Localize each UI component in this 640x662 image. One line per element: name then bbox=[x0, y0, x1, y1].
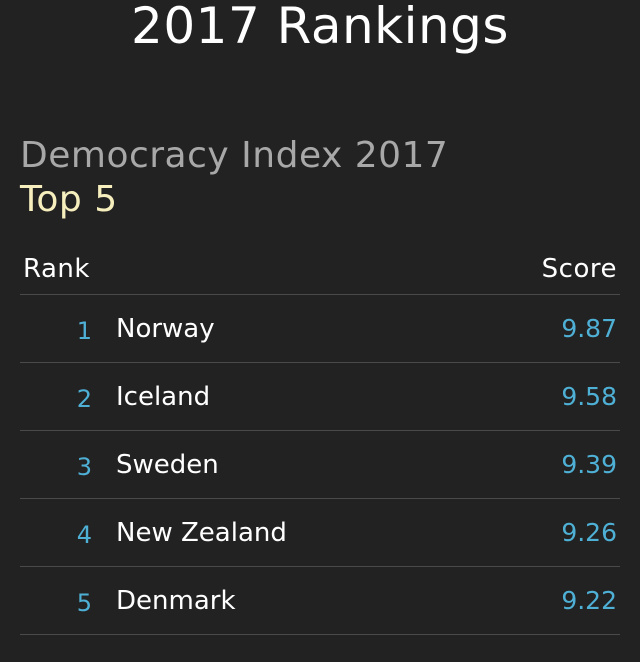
score-cell: 9.58 bbox=[561, 382, 617, 411]
score-cell: 9.87 bbox=[561, 314, 617, 343]
rankings-table: Rank Score 1 Norway 9.87 2 Iceland 9.58 … bbox=[20, 244, 620, 635]
rank-cell: 4 bbox=[76, 520, 92, 549]
table-row: 4 New Zealand 9.26 bbox=[20, 499, 620, 567]
rank-column-header: Rank bbox=[23, 254, 90, 284]
rank-cell: 3 bbox=[76, 452, 92, 481]
score-column-header: Score bbox=[541, 254, 617, 284]
index-heading: Democracy Index 2017 Top 5 bbox=[20, 136, 620, 220]
rank-cell: 2 bbox=[76, 384, 92, 413]
rank-cell: 1 bbox=[76, 316, 92, 345]
country-cell: New Zealand bbox=[116, 517, 287, 548]
table-row: 5 Denmark 9.22 bbox=[20, 567, 620, 635]
index-subtitle: Top 5 bbox=[20, 179, 118, 220]
score-cell: 9.22 bbox=[561, 586, 617, 615]
table-header: Rank Score bbox=[20, 244, 620, 295]
table-row: 1 Norway 9.87 bbox=[20, 295, 620, 363]
country-cell: Norway bbox=[116, 313, 215, 344]
rank-cell: 5 bbox=[76, 588, 92, 617]
country-cell: Denmark bbox=[116, 585, 236, 616]
score-cell: 9.26 bbox=[561, 518, 617, 547]
table-row: 3 Sweden 9.39 bbox=[20, 431, 620, 499]
index-title: Democracy Index 2017 bbox=[20, 135, 449, 176]
country-cell: Iceland bbox=[116, 381, 211, 412]
page-title: 2017 Rankings bbox=[131, 0, 509, 55]
table-row: 2 Iceland 9.58 bbox=[20, 363, 620, 431]
score-cell: 9.39 bbox=[561, 450, 617, 479]
country-cell: Sweden bbox=[116, 449, 219, 480]
